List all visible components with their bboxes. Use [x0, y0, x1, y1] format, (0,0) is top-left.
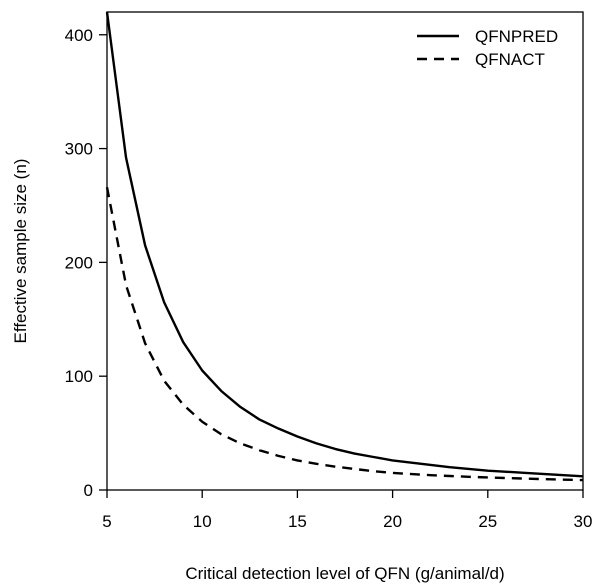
- series-line-qfnact: [105, 187, 584, 482]
- y-tick-label: 0: [84, 481, 93, 500]
- y-tick-label: 400: [65, 26, 93, 45]
- series-layer: [105, 11, 584, 482]
- y-tick-label: 100: [65, 367, 93, 386]
- x-tick-label: 10: [193, 512, 212, 531]
- x-tick-label: 30: [574, 512, 593, 531]
- plot-frame: [106, 11, 584, 491]
- y-tick-label: 300: [65, 140, 93, 159]
- x-tick-label: 15: [288, 512, 307, 531]
- y-axis-title: Effective sample size (n): [11, 159, 30, 344]
- series-line-qfnpred: [105, 11, 584, 478]
- y-tick-label: 200: [65, 253, 93, 272]
- y-axis: 0 100 200 300 400: [65, 26, 107, 500]
- x-tick-label: 5: [102, 512, 111, 531]
- legend: QFNPRED QFNACT: [417, 27, 558, 69]
- x-tick-label: 20: [383, 512, 402, 531]
- x-axis: 5 10 15 20 25 30: [102, 490, 592, 531]
- legend-label-qfnact: QFNACT: [475, 50, 545, 69]
- legend-label-qfnpred: QFNPRED: [475, 27, 558, 46]
- x-tick-label: 25: [478, 512, 497, 531]
- x-axis-title: Critical detection level of QFN (g/anima…: [185, 564, 504, 583]
